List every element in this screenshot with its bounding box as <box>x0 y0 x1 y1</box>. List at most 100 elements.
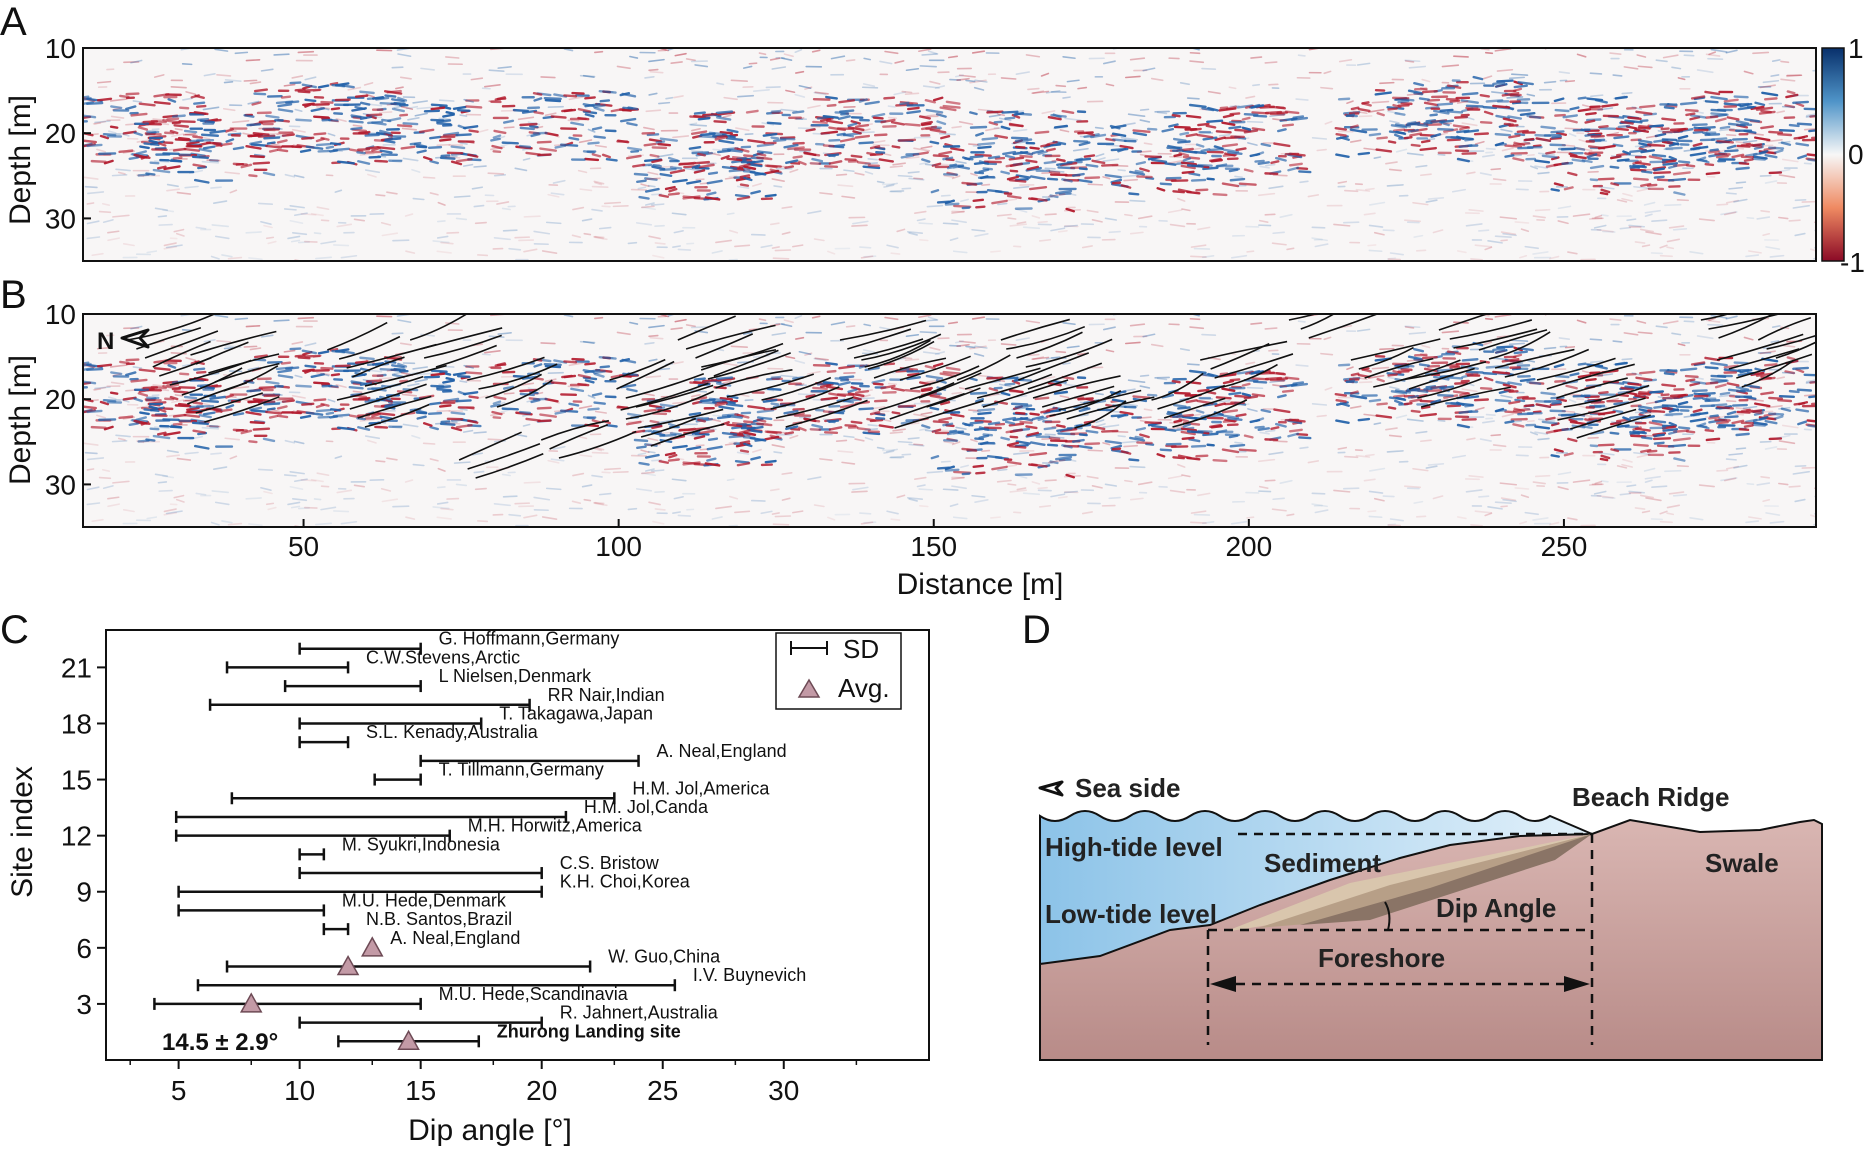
y-tick-label: 20 <box>45 118 76 149</box>
avg-marker <box>360 936 384 957</box>
sea-side-arrow-icon <box>1038 780 1064 797</box>
panel-a-heatmap <box>83 48 1816 261</box>
site-label: G. Hoffmann,Germany <box>439 629 620 649</box>
site-label: M.U. Hede,Denmark <box>342 890 507 910</box>
y-tick-label: 3 <box>76 989 92 1020</box>
panel-label-a: A <box>0 0 27 44</box>
site-row: RR Nair,Indian <box>208 685 665 711</box>
site-row: G. Hoffmann,Germany <box>298 629 620 655</box>
panel-a-y-axis: 10 20 30 <box>45 33 91 234</box>
site-label: M. Syukri,Indonesia <box>342 834 501 854</box>
site-label: K.H. Choi,Korea <box>560 872 691 892</box>
x-tick-label: 150 <box>910 531 957 562</box>
x-tick-label: 100 <box>595 531 642 562</box>
site-label: RR Nair,Indian <box>548 685 665 705</box>
sediment-mid <box>1258 834 1592 928</box>
y-tick-label: 30 <box>45 469 76 500</box>
x-tick-label: 10 <box>284 1075 315 1106</box>
label-foreshore: Foreshore <box>1318 943 1445 973</box>
panel-c-ylabel: Site index <box>6 766 39 898</box>
zhurong-annotation: 14.5 ± 2.9° <box>162 1029 278 1056</box>
panel-c-xlabel: Dip angle [°] <box>408 1114 572 1147</box>
site-row: M.U. Hede,Denmark <box>177 890 507 917</box>
site-label: A. Neal,England <box>390 928 520 948</box>
site-label: C.W.Stevens,Arctic <box>366 647 520 667</box>
dip-angle-arc <box>1384 901 1391 931</box>
site-row: Zhurong Landing site <box>337 1021 681 1051</box>
y-tick-label: 20 <box>45 384 76 415</box>
colorbar-tick-max: 1 <box>1848 33 1864 64</box>
y-tick-label: 15 <box>61 765 92 796</box>
label-dip-angle: Dip Angle <box>1436 893 1556 923</box>
site-row: W. Guo,China <box>225 947 721 976</box>
site-row: H.M. Jol,America <box>230 778 770 805</box>
y-tick-label: 21 <box>61 652 92 683</box>
panel-b-xlabel: Distance [m] <box>897 568 1064 601</box>
panel-label-d: D <box>1022 608 1051 652</box>
x-tick-label: 15 <box>405 1075 436 1106</box>
legend-sd: SD <box>843 634 879 664</box>
site-label: T. Tillmann,Germany <box>439 760 604 780</box>
panel-label-c: C <box>0 608 29 652</box>
site-label: H.M. Jol,America <box>632 778 770 798</box>
y-tick-label: 9 <box>76 877 92 908</box>
label-low-tide: Low-tide level <box>1045 899 1217 929</box>
site-label: L Nielsen,Denmark <box>439 666 592 686</box>
panel-b-axes: 10 20 30 50 100 150 200 250 <box>45 299 1587 562</box>
interpreted-reflectors <box>127 314 1816 479</box>
site-label: M.H. Horwitz,America <box>468 816 643 836</box>
site-row: A. Neal,England <box>419 741 787 767</box>
site-row: K.H. Choi,Korea <box>177 872 691 898</box>
label-swale: Swale <box>1705 848 1779 878</box>
x-tick-label: 50 <box>288 531 319 562</box>
colorbar <box>1821 47 1845 262</box>
panel-label-b: B <box>0 273 27 317</box>
beach-diagram: Sea side Beach Ridge High-tide level Sed… <box>1038 773 1823 1061</box>
site-row: C.S. Bristow <box>298 853 660 880</box>
y-tick-label: 6 <box>76 933 92 964</box>
y-tick-label: 18 <box>61 708 92 739</box>
site-row: T. Takagawa,Japan <box>298 703 653 730</box>
site-row: L Nielsen,Denmark <box>283 666 592 693</box>
site-row: N.B. Santos,Brazil <box>322 909 512 936</box>
x-tick-label: 5 <box>171 1075 187 1106</box>
colorbar-tick-min: -1 <box>1840 247 1865 278</box>
site-row: A. Neal,England <box>360 928 520 957</box>
y-tick-label: 30 <box>45 203 76 234</box>
site-row: H.M. Jol,Canda <box>174 797 709 823</box>
foreshore-left-arrow-icon <box>1210 976 1236 992</box>
foreshore-right-arrow-icon <box>1564 976 1590 992</box>
site-row: C.W.Stevens,Arctic <box>225 647 520 674</box>
panel-a-frame <box>82 47 1817 262</box>
x-tick-label: 30 <box>768 1075 799 1106</box>
avg-marker <box>239 992 263 1013</box>
panel-b-ylabel: Depth [m] <box>4 355 37 485</box>
site-row: M.H. Horwitz,America <box>174 816 643 842</box>
site-label: R. Jahnert,Australia <box>560 1003 719 1023</box>
site-label: M.U. Hede,Scandinavia <box>439 984 629 1004</box>
colorbar-tick-mid: 0 <box>1848 139 1864 170</box>
site-label: S.L. Kenady,Australia <box>366 722 539 742</box>
site-label: T. Takagawa,Japan <box>499 703 653 723</box>
label-sea-side: Sea side <box>1075 773 1181 803</box>
legend-triangle-icon <box>797 678 821 698</box>
site-label: I.V. Buynevich <box>693 965 806 985</box>
site-row: M.U. Hede,Scandinavia <box>153 984 629 1013</box>
panel-a-ylabel: Depth [m] <box>4 95 37 225</box>
panel-b-heatmap <box>83 314 1816 527</box>
y-tick-label: 10 <box>45 299 76 330</box>
x-tick-label: 20 <box>526 1075 557 1106</box>
y-tick-label: 12 <box>61 821 92 852</box>
x-tick-label: 25 <box>647 1075 678 1106</box>
avg-marker <box>336 954 360 976</box>
site-row: S.L. Kenady,Australia <box>298 722 539 749</box>
panel-b-frame <box>82 313 1817 528</box>
label-beach-ridge: Beach Ridge <box>1572 782 1730 812</box>
site-label: A. Neal,England <box>657 741 787 761</box>
site-label: N.B. Santos,Brazil <box>366 909 512 929</box>
label-high-tide: High-tide level <box>1045 832 1223 862</box>
legend-avg: Avg. <box>838 673 890 703</box>
site-row: M. Syukri,Indonesia <box>298 834 501 861</box>
site-row: R. Jahnert,Australia <box>298 1003 719 1029</box>
